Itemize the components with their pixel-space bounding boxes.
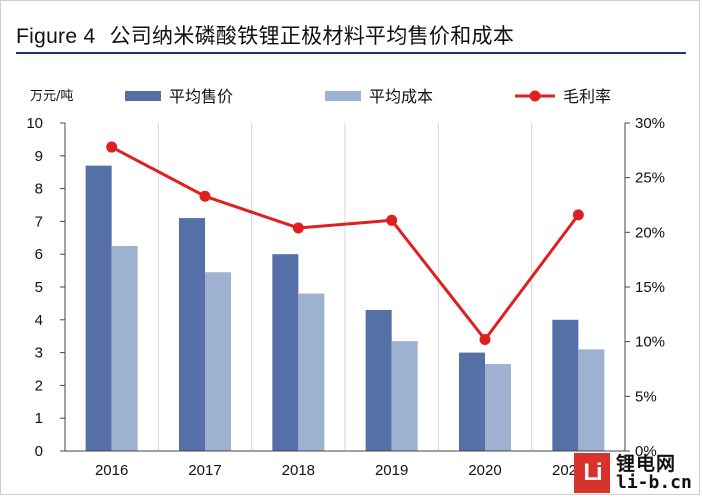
y-right-tick-label: 30% xyxy=(635,115,665,132)
y-right-tick-label: 10% xyxy=(635,334,665,351)
bar-avg-price xyxy=(85,165,112,451)
point-gross-margin xyxy=(106,141,118,153)
chart-title: Figure 4 公司纳米磷酸铁锂正极材料平均售价和成本 xyxy=(16,20,514,50)
legend-label: 平均成本 xyxy=(369,87,433,106)
bar-avg-price xyxy=(459,352,485,451)
bar-avg-price xyxy=(365,309,392,451)
watermark-name: 锂电网 xyxy=(616,453,677,475)
y-left-tick-label: 6 xyxy=(35,246,43,263)
y-left-tick-label: 8 xyxy=(35,181,43,198)
legend-swatch xyxy=(325,91,361,101)
y-right-tick-label: 20% xyxy=(635,224,665,241)
watermark: Li 锂电网 li-b.cn xyxy=(574,447,694,495)
vertical-gridlines xyxy=(157,123,533,451)
line-series-group xyxy=(106,141,584,345)
legend: 平均售价 平均成本 毛利率 xyxy=(125,87,611,106)
watermark-url: li-b.cn xyxy=(616,472,692,493)
title-underline xyxy=(16,52,686,54)
point-gross-margin xyxy=(572,209,584,221)
figure-header: Figure 4 公司纳米磷酸铁锂正极材料平均售价和成本 xyxy=(16,14,686,54)
y-left-tick-label: 9 xyxy=(35,148,43,165)
x-tick-label: 2019 xyxy=(375,462,408,479)
y-left-tick-label: 5 xyxy=(35,279,43,296)
bar-avg-price xyxy=(552,319,579,451)
bar-avg-cost xyxy=(391,341,418,451)
figure-number: Figure 4 xyxy=(16,25,96,48)
y-left-tick-label: 10 xyxy=(26,115,43,132)
legend-swatch-marker xyxy=(529,90,541,102)
legend-swatch xyxy=(125,91,161,101)
y-left-tick-label: 0 xyxy=(35,443,43,460)
bar-avg-cost xyxy=(111,246,138,451)
legend-label: 平均售价 xyxy=(169,87,233,106)
point-gross-margin xyxy=(199,190,211,202)
bar-avg-price xyxy=(179,218,205,451)
chart-title-text: 公司纳米磷酸铁锂正极材料平均售价和成本 xyxy=(109,24,515,48)
x-tick-label: 2016 xyxy=(95,462,128,479)
y-left-tick-label: 1 xyxy=(35,410,43,427)
bar-avg-cost xyxy=(485,364,511,451)
y-left-tick-label: 4 xyxy=(35,312,43,329)
y-right-tick-label: 0% xyxy=(635,443,657,460)
legend-label: 毛利率 xyxy=(563,87,611,106)
x-tick-label: 2017 xyxy=(188,462,221,479)
watermark-logo: Li xyxy=(574,453,610,493)
y-right-tick-label: 25% xyxy=(635,170,665,187)
point-gross-margin xyxy=(386,214,398,226)
x-tick-label: 2020 xyxy=(468,462,501,479)
y-right-tick-label: 5% xyxy=(635,388,657,405)
y-left-tick-label: 3 xyxy=(35,345,43,362)
y-axis-left-label: 万元/吨 xyxy=(30,89,73,104)
bar-avg-cost xyxy=(578,349,605,451)
y-right-tick-label: 15% xyxy=(635,279,665,296)
bar-series-group xyxy=(85,165,605,451)
point-gross-margin xyxy=(292,222,304,234)
x-tick-label: 2018 xyxy=(282,462,315,479)
bar-avg-cost xyxy=(205,272,231,451)
line-gross-margin xyxy=(110,145,580,342)
y-left-tick-label: 7 xyxy=(35,213,43,230)
bar-avg-cost xyxy=(298,293,325,451)
y-left-tick-label: 2 xyxy=(35,377,43,394)
point-gross-margin xyxy=(479,333,491,345)
bar-avg-price xyxy=(272,254,299,451)
